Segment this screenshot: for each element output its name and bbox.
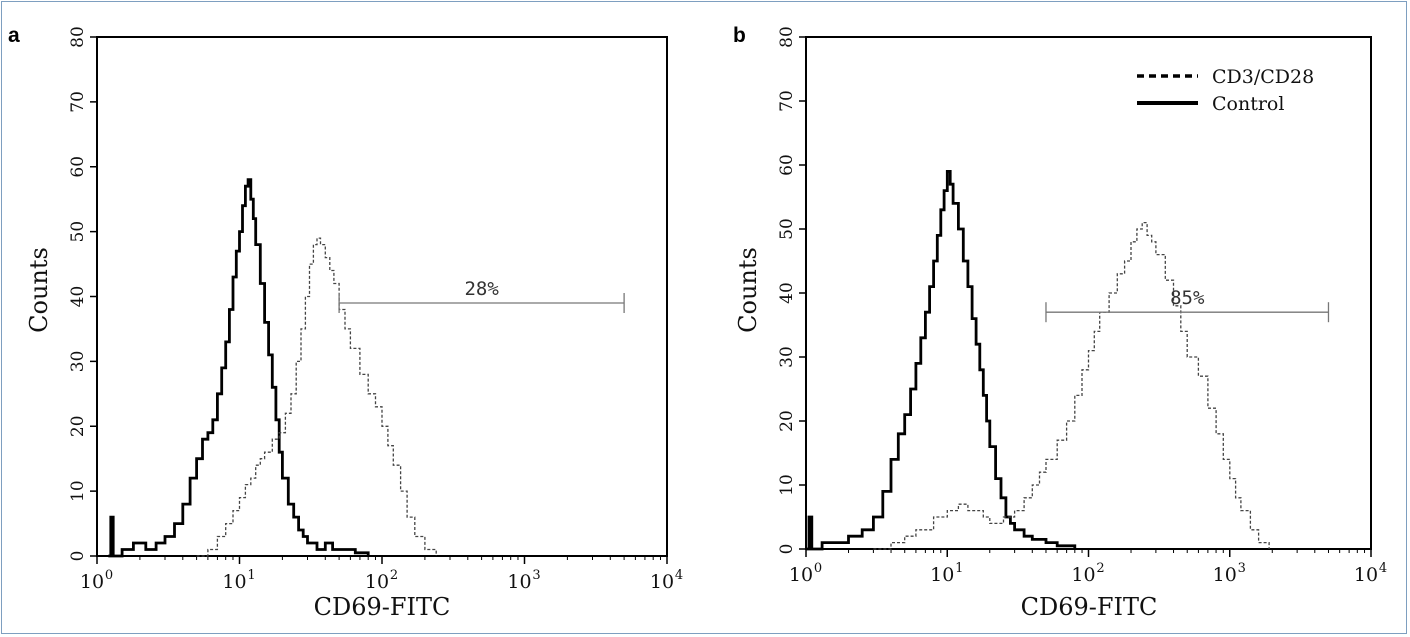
y-tick-label: 50 [68,221,88,243]
x-tick-exponent: 0 [105,568,113,583]
y-axis-title: Counts [25,247,53,333]
x-tick-label: 10 [1354,564,1378,586]
x-tick-exponent: 3 [532,568,540,583]
y-tick-label: 10 [68,480,88,502]
x-tick-label: 10 [365,571,389,593]
series-control-line [108,178,370,558]
legend-label-control: Control [1212,93,1284,115]
y-tick-label: 70 [777,90,797,112]
y-tick-label: 80 [68,26,88,48]
y-axis: 0 10 20 30 40 50 60 70 80 [68,26,97,561]
x-tick-exponent: 2 [1096,561,1104,576]
y-tick-label: 10 [777,474,797,496]
x-axis-title: CD69-FITC [314,593,451,621]
y-tick-label: 50 [777,218,797,240]
plot-area-border [96,36,668,557]
series-control-line [806,170,1077,551]
y-tick-label: 70 [68,91,88,113]
x-tick-label: 10 [1213,564,1237,586]
y-tick-label: 60 [68,156,88,178]
x-axis: 10 0 10 1 10 2 10 3 10 4 [789,549,1387,586]
x-tick-exponent: 1 [955,561,963,576]
x-tick-label: 10 [1071,564,1095,586]
y-tick-label: 30 [777,346,797,368]
x-tick-exponent: 2 [390,568,398,583]
y-tick-label: 40 [68,286,88,308]
series-layer [108,178,437,558]
panel-label: a [8,24,20,47]
series-layer [806,170,1270,551]
x-tick-exponent: 4 [675,568,683,583]
gate-label: 28% [464,278,499,300]
gate-label: 85% [1170,287,1205,309]
x-axis: 10 0 10 1 10 2 10 3 10 4 [80,556,683,593]
x-tick-label: 10 [650,571,674,593]
legend-label-cd3-cd28: CD3/CD28 [1212,66,1314,88]
x-tick-exponent: 4 [1379,561,1387,576]
y-tick-label: 30 [68,351,88,373]
y-tick-label: 20 [68,415,88,437]
legend: CD3/CD28 Control [1137,66,1314,115]
x-tick-label: 10 [789,564,813,586]
x-tick-label: 10 [930,564,954,586]
x-tick-label: 10 [507,571,531,593]
y-tick-label: 40 [777,282,797,304]
gate: 85% [1045,287,1330,323]
y-tick-label: 0 [777,544,797,555]
panel-label: b [733,24,746,47]
y-axis: 0 10 20 30 40 50 60 70 80 [777,26,806,554]
gate: 28% [338,278,625,313]
x-tick-label: 10 [222,571,246,593]
y-tick-label: 0 [68,551,88,562]
y-axis-title: Counts [734,247,762,333]
x-tick-exponent: 1 [247,568,255,583]
y-tick-label: 60 [777,154,797,176]
x-tick-exponent: 0 [814,561,822,576]
y-tick-label: 20 [777,410,797,432]
x-axis-title: CD69-FITC [1021,593,1158,621]
y-tick-label: 80 [777,26,797,48]
x-tick-label: 10 [80,571,104,593]
x-tick-exponent: 3 [1238,561,1246,576]
